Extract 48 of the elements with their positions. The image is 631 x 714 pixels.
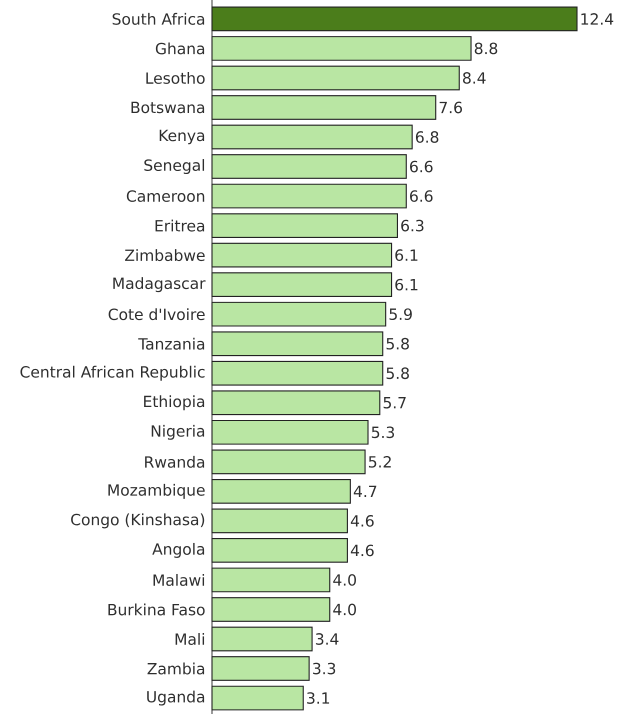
y-tick-label: Mozambique	[108, 484, 205, 499]
data-label: 6.1	[395, 278, 418, 290]
data-label: 4.0	[333, 604, 356, 616]
y-tick-label: Tanzania	[138, 338, 204, 350]
data-label: 3.3	[313, 662, 336, 674]
y-tick-label: South Africa	[112, 12, 204, 25]
y-tick-label: Rwanda	[145, 456, 204, 468]
y-tick-label: Lesotho	[146, 72, 205, 84]
data-label: 8.4	[463, 72, 486, 84]
data-label: 6.6	[410, 160, 433, 172]
y-tick-label: Ethiopia	[144, 395, 204, 410]
y-tick-label: Congo (Kinshasa)	[71, 513, 204, 528]
y-tick-label: Senegal	[144, 159, 204, 174]
y-tick-label: Madagascar	[113, 277, 206, 292]
y-tick-label: Uganda	[147, 690, 204, 706]
y-tick-label: Angola	[152, 542, 204, 558]
y-tick-label: Zambia	[148, 662, 204, 675]
data-label: 4.6	[350, 515, 374, 527]
data-label: 4.6	[350, 544, 374, 556]
data-label: 5.3	[372, 426, 394, 438]
y-tick-label: Cameroon	[126, 190, 204, 202]
data-label: 5.8	[386, 367, 409, 380]
y-tick-label: Nigeria	[152, 424, 204, 440]
y-tick-label: Burkina Faso	[108, 604, 205, 616]
data-label: 4.0	[333, 574, 356, 586]
y-tick-label: Kenya	[160, 130, 204, 144]
data-label: 6.8	[416, 131, 438, 143]
y-tick-label: Botswana	[132, 102, 204, 114]
y-tick-label: Eritrea	[156, 220, 204, 232]
data-label: 6.1	[395, 249, 418, 261]
y-tick-label: Mali	[176, 633, 204, 645]
y-tick-label: Central African Republic	[20, 366, 205, 381]
data-label: 6.3	[401, 220, 424, 232]
data-label: 12.4	[581, 13, 614, 25]
y-tick-label: Malawi	[154, 574, 204, 586]
y-tick-label: Cote d'Ivoire	[108, 308, 205, 320]
data-label: 5.2	[368, 456, 391, 468]
data-label: 4.7	[354, 486, 376, 497]
data-label: 3.1	[307, 692, 330, 704]
data-label: 5.7	[384, 397, 406, 409]
data-label: 3.4	[316, 633, 338, 645]
data-label: 5.9	[390, 308, 412, 320]
data-label: 6.6	[410, 190, 433, 202]
y-tick-label: Zimbabwe	[125, 249, 205, 262]
data-label: 8.8	[474, 42, 498, 54]
data-label: 5.8	[386, 338, 409, 350]
y-tick-label: Ghana	[156, 42, 204, 54]
data-label: 7.6	[440, 102, 462, 114]
